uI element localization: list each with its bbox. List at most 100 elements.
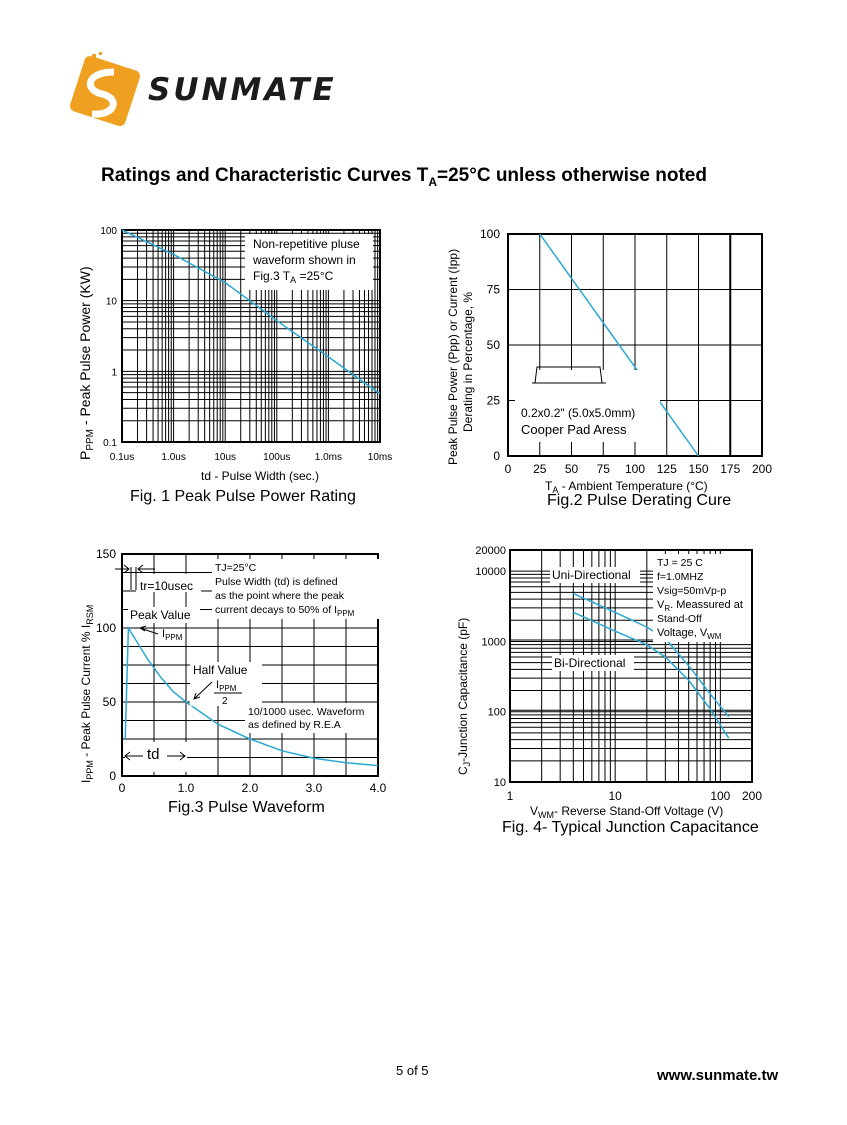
fig3-half-frac: IPPM [216,679,237,693]
plot-frame [121,229,381,443]
fig3-ippm-label: IPPM [162,628,183,642]
fig3-half-arrow-icon [193,681,213,700]
fig1-annotation-line3: Fig.3 TA =25°C [253,269,334,285]
fig3-tr-arrow-icon-2 [137,564,155,574]
fig1-annotation-line1: Non-repetitive pluse [253,237,360,251]
fig3-curve [124,625,379,767]
fig4-ytick-label: 10000 [475,566,506,578]
fig1-ticks: 0.1us 1.0us 10us 100us 1.0ms 10ms 0.1 1 10 100 [100,226,392,463]
fig2-xlabel: TA - Ambient Temperature (°C) [545,479,708,495]
fig1-xtick-label: 10us [214,452,236,463]
fig1-caption: Fig. 1 Peak Pulse Power Rating [130,488,356,505]
page-title: Ratings and Characteristic Curves TA=25°… [101,165,707,189]
fig2-ytick-label: 50 [487,338,501,352]
fig3-peak-label: Peak Value [130,608,191,622]
fig4-legend-bi: Bi-Directional [554,656,625,670]
fig2-xtick-label: 200 [752,462,772,476]
fig2-xtick-label: 25 [533,462,547,476]
fig3-td-arrow-icon [124,751,143,761]
fig3-tr-bg [136,574,201,592]
fig3-chart: 0 1.0 2.0 3.0 4.0 0 50 100 150 TJ=25°C Pulse Wid… [79,547,387,795]
fig4-ytick-label: 10 [494,777,506,789]
fig3-peak-arrow-icon [138,625,159,635]
plot-frame [507,233,763,457]
fig2-xtick-label: 0 [505,462,512,476]
fig2-xtick-label: 125 [657,462,677,476]
fig2-package-icon [532,366,606,384]
fig4-annotation-line4: VR. Meassured at [657,599,743,613]
fig3-note1-line4: current decays to 50% of IPPM [215,604,355,618]
fig3-ytick-label: 0 [109,769,116,783]
fig3-half-bg [190,662,262,706]
fig3-note2-line1: 10/1000 usec. Waveform [248,706,365,718]
fig1-xtick-label: 100us [263,452,290,463]
fig2-ytick-label: 0 [493,449,500,463]
fig4-annotation-line5: Stand-Off [657,613,702,625]
fig4-xtick-label: 1 [507,789,514,803]
fig4-caption: Fig. 4- Typical Junction Capacitance [502,819,759,836]
fig1-xtick-label: 1.0us [161,452,185,463]
fig3-xtick-label: 0 [119,781,126,795]
website-url: www.sunmate.tw [657,1067,779,1084]
fig2-xtick-label: 150 [688,462,708,476]
fig3-half-label: Half Value [193,663,248,677]
page-number: 5 of 5 [396,1063,429,1078]
fig3-tr-arrow-icon [115,564,130,574]
fig2-ticks: 0 25 50 75 100 125 150 175 200 0 25 50 75 100 [480,227,772,476]
fig3-tr-label: tr=10usec [140,579,193,593]
logo-icon [70,52,140,126]
fig1-xtick-label: 10ms [368,452,392,463]
fig1-curve [121,229,381,395]
fig2-caption: Fig.2 Pulse Derating Cure [547,492,732,509]
fig1-ylabel: PPPM - Peak Pulse Power (KW) [77,266,96,460]
fig2-ytick-label: 75 [487,283,501,297]
fig3-peak-bg [128,607,200,623]
fig1-grid [121,229,381,443]
fig4-ytick-label: 100 [488,707,506,719]
fig3-caption: Fig.3 Pulse Waveform [168,799,325,816]
fig1-chart: 0.1us 1.0us 10us 100us 1.0ms 10ms 0.1 1 10 100 No… [77,226,392,483]
fig3-note1-line2: Pulse Width (td) is defined [215,576,338,588]
fig4-xtick-label: 200 [742,789,762,803]
fig4-ytick-label: 1000 [482,636,506,648]
fig2-annotation-line1: 0.2x0.2" (5.0x5.0mm) [521,406,635,420]
fig3-td-label: td [147,746,160,763]
fig1-xtick-label: 1.0ms [315,452,342,463]
fig2-ylabel-line2: Derating in Percentage, % [461,292,475,432]
fig1-annotation-line2: waveform shown in [252,253,356,267]
fig1-xlabel: td - Pulse Width (sec.) [201,469,319,483]
fig2-grid [507,233,763,457]
fig2-ylabel-line1: Peak Pulse Power (Ppp) or Current (Ipp) [446,249,460,465]
fig4-ylabel: CJ-Junction Capacitance (pF) [456,618,472,775]
fig3-note1-bg [212,559,379,619]
fig3-xtick-label: 3.0 [306,781,323,795]
fig4-xtick-label: 100 [710,789,730,803]
fig4-xlabel: VWM- Reverse Stand-Off Voltage (V) [530,804,723,820]
fig4-annotation-line2: f=1.0MHZ [657,571,704,583]
fig3-td-bg [125,742,187,772]
fig3-ticks: 0 1.0 2.0 3.0 4.0 0 50 100 150 [96,547,387,795]
plot-frame [509,549,753,783]
fig4-annotation-bg [653,554,751,642]
fig1-ytick-label: 0.1 [103,438,117,449]
fig3-note2-bg [245,703,377,733]
fig2-annotation-line2: Cooper Pad Aress [521,422,627,437]
fig4-annotation-line6: Voltage, VWM [657,627,722,641]
fig4-annotation-line3: Vsig=50mVp-p [657,585,726,597]
fig2-xtick-label: 50 [565,462,579,476]
fig2-ytick-label: 100 [480,227,500,241]
fig4-ytick-label: 20000 [475,545,506,557]
fig3-ytick-label: 150 [96,547,116,561]
fig2-chart: 0 25 50 75 100 125 150 175 200 0 25 50 75 100 0.2x0.2… [446,227,772,495]
fig3-td-arrow-icon-2 [167,751,186,761]
fig4-legend-uni: Uni-Directional [552,568,631,582]
fig1-ytick-label: 100 [100,226,117,237]
fig1-ytick-label: 1 [111,367,117,378]
fig4-xtick-label: 10 [608,789,622,803]
fig3-ytick-label: 100 [96,621,116,635]
fig2-xtick-label: 100 [625,462,645,476]
fig1-xtick-label: 0.1us [110,452,134,463]
fig3-half-den: 2 [222,696,228,707]
